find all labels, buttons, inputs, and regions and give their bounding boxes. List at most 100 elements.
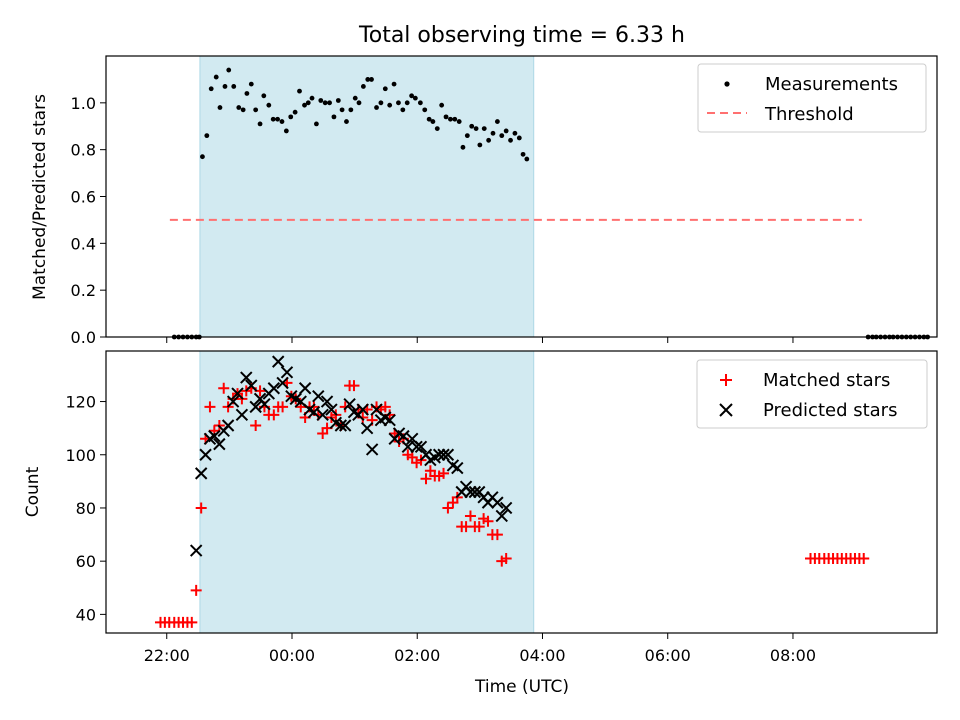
measurement-point: [322, 100, 328, 106]
legend-matched-label: Matched stars: [763, 370, 890, 391]
predicted-star-point: [249, 400, 262, 414]
predicted-star-point: [235, 408, 249, 422]
predicted-star-point: [325, 403, 338, 416]
y-tick-label-count: 100: [65, 446, 96, 465]
y-tick-label-ratio: 0.2: [71, 281, 96, 300]
predicted-star-point: [499, 501, 513, 515]
measurement-point: [314, 121, 319, 127]
predicted-star-point: [194, 467, 208, 480]
predicted-star-point: [339, 419, 352, 432]
measurement-point: [404, 100, 410, 106]
measurement-point: [400, 107, 406, 113]
matched-star-point: [277, 401, 289, 413]
y-tick-label-count: 40: [76, 605, 96, 624]
measurement-point: [439, 102, 445, 108]
predicted-star-point: [464, 485, 477, 499]
measurement-point: [208, 86, 214, 92]
measurement-point: [460, 144, 466, 150]
predicted-star-point: [272, 355, 285, 368]
predicted-star-point: [240, 371, 253, 384]
measurement-point: [422, 107, 428, 113]
predicted-star-point: [491, 496, 504, 509]
y-axis-label-ratio: Matched/Predicted stars: [30, 94, 50, 300]
measurement-point: [477, 142, 483, 148]
measurement-point: [396, 100, 401, 106]
measurement-point: [335, 98, 341, 103]
legend-count: Matched stars Predicted stars: [696, 359, 928, 429]
measurement-point: [382, 86, 388, 92]
predicted-star-point: [383, 413, 396, 427]
measurement-point: [481, 126, 487, 131]
predicted-star-point: [365, 443, 379, 456]
y-tick-label-ratio: 1.0: [71, 94, 96, 113]
predicted-star-point: [208, 429, 221, 443]
predicted-star-point: [307, 405, 321, 419]
measurement-point: [279, 119, 285, 124]
chart-title: Total observing time = 6.33 h: [358, 23, 685, 48]
y-tick-label-count: 120: [65, 393, 96, 412]
panel-ratio-plot-area: [169, 55, 931, 340]
x-tick-label: 00:00: [269, 646, 315, 665]
matched-star-point: [186, 616, 198, 628]
predicted-star-point: [320, 395, 334, 408]
panel-count: 40 60 80 100 120 22:00 00:00 02:00 04:00 06:00 08:…: [23, 350, 938, 665]
matched-star-point: [491, 529, 503, 541]
x-tick-label: 06:00: [645, 646, 691, 665]
matched-star-point: [473, 521, 485, 533]
measurement-point: [486, 137, 492, 143]
measurement-point: [426, 116, 432, 122]
matched-star-point: [464, 510, 476, 522]
predicted-star-point: [441, 448, 455, 461]
panel-count-axes: 40 60 80 100 120 22:00 00:00 02:00 04:00 06:00 08:…: [65, 350, 938, 665]
legend-threshold-label: Threshold: [764, 104, 854, 125]
measurement-point: [512, 130, 518, 136]
measurement-point: [331, 114, 337, 120]
matched-star-point: [858, 553, 870, 565]
y-tick-label-ratio: 0.6: [71, 188, 96, 207]
measurement-point: [204, 133, 210, 139]
matched-star-point: [190, 584, 202, 596]
measurement-point: [266, 102, 272, 108]
legend-measurements-marker: [724, 81, 730, 87]
measurement-point: [352, 95, 358, 101]
measurement-point: [360, 84, 366, 89]
measurement-point: [318, 98, 324, 103]
observing-window-shade: [199, 350, 535, 634]
measurement-point: [248, 81, 254, 87]
measurement-point: [524, 156, 530, 162]
legend-ratio-frame: [697, 63, 927, 133]
predicted-star-point: [312, 390, 325, 403]
measurement-point: [520, 151, 526, 157]
matched-star-point: [438, 467, 450, 479]
measurement-point: [503, 128, 509, 134]
predicted-star-point: [280, 366, 294, 379]
matched-star-point: [420, 473, 432, 485]
observing-window-shade: [199, 55, 535, 338]
matched-star-point: [379, 401, 391, 413]
panel-count-plot-area: [154, 350, 870, 634]
predicted-star-point: [189, 544, 203, 557]
measurement-point: [412, 95, 418, 101]
legend-matched-marker: [720, 374, 732, 386]
y-tick-label-ratio: 0.8: [71, 141, 96, 160]
measurement-point: [226, 67, 232, 73]
predicted-star-point: [397, 429, 410, 443]
measurement-point: [494, 119, 500, 124]
measurement-point: [456, 119, 462, 124]
y-tick-label-count: 80: [76, 499, 96, 518]
measurement-point: [236, 105, 242, 110]
matched-star-point: [500, 553, 512, 565]
measurement-point: [253, 107, 259, 113]
legend-ratio: Measurements Threshold: [697, 63, 927, 133]
measurement-point: [516, 135, 522, 141]
measurement-point: [409, 93, 414, 99]
y-tick-label-ratio: 0.4: [71, 234, 96, 253]
y-tick-label-count: 60: [76, 552, 96, 571]
measurement-point: [490, 130, 496, 136]
measurement-point: [469, 123, 475, 129]
matched-star-point: [348, 380, 360, 392]
measurement-point: [348, 107, 354, 113]
measurement-point: [244, 91, 250, 96]
predicted-star-point: [245, 379, 258, 392]
